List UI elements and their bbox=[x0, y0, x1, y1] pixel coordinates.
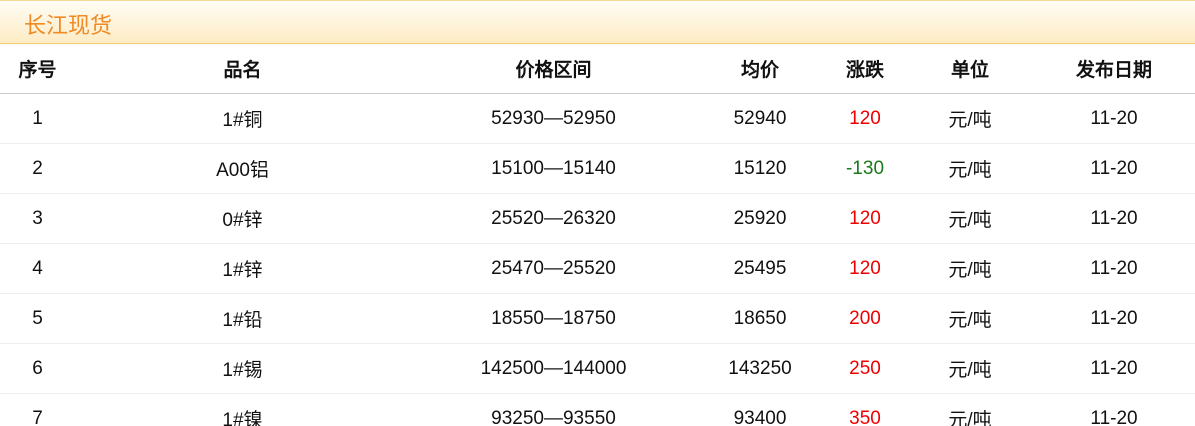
table-row: 5 1#铅 18550—18750 18650 200 元/吨 11-20 bbox=[0, 293, 1195, 344]
header-change: 涨跌 bbox=[823, 44, 907, 94]
cell-change: 120 bbox=[823, 93, 907, 144]
cell-range: 142500—144000 bbox=[410, 343, 697, 394]
cell-unit: 元/吨 bbox=[907, 393, 1033, 426]
table-row: 2 A00铝 15100—15140 15120 -130 元/吨 11-20 bbox=[0, 143, 1195, 194]
cell-avg: 18650 bbox=[697, 293, 823, 344]
cell-avg: 52940 bbox=[697, 93, 823, 144]
table-row: 3 0#锌 25520—26320 25920 120 元/吨 11-20 bbox=[0, 193, 1195, 244]
price-table: 序号 品名 价格区间 均价 涨跌 单位 发布日期 1 1#铜 52930—52950… bbox=[0, 44, 1195, 426]
header-no: 序号 bbox=[0, 44, 75, 94]
cell-range: 25520—26320 bbox=[410, 193, 697, 244]
cell-range: 15100—15140 bbox=[410, 143, 697, 194]
cell-unit: 元/吨 bbox=[907, 143, 1033, 194]
cell-date: 11-20 bbox=[1033, 143, 1195, 194]
header-date: 发布日期 bbox=[1033, 44, 1195, 94]
cell-change: 350 bbox=[823, 393, 907, 426]
cell-date: 11-20 bbox=[1033, 243, 1195, 294]
cell-change: -130 bbox=[823, 143, 907, 194]
header-row: 序号 品名 价格区间 均价 涨跌 单位 发布日期 bbox=[0, 44, 1195, 94]
cell-name: 1#锡 bbox=[75, 343, 410, 394]
cell-date: 11-20 bbox=[1033, 293, 1195, 344]
cell-change: 250 bbox=[823, 343, 907, 394]
cell-range: 52930—52950 bbox=[410, 93, 697, 144]
table-row: 7 1#镍 93250—93550 93400 350 元/吨 11-20 bbox=[0, 393, 1195, 426]
cell-name: 1#铅 bbox=[75, 293, 410, 344]
cell-avg: 143250 bbox=[697, 343, 823, 394]
panel-title: 长江现货 bbox=[24, 14, 113, 39]
table-row: 6 1#锡 142500—144000 143250 250 元/吨 11-20 bbox=[0, 343, 1195, 394]
header-name: 品名 bbox=[75, 44, 410, 94]
header-range: 价格区间 bbox=[410, 44, 697, 94]
header-unit: 单位 bbox=[907, 44, 1033, 94]
cell-date: 11-20 bbox=[1033, 393, 1195, 426]
title-bar: 长江现货 bbox=[0, 0, 1195, 44]
cell-avg: 15120 bbox=[697, 143, 823, 194]
cell-avg: 25920 bbox=[697, 193, 823, 244]
cell-name: 1#镍 bbox=[75, 393, 410, 426]
table-row: 1 1#铜 52930—52950 52940 120 元/吨 11-20 bbox=[0, 93, 1195, 144]
cell-unit: 元/吨 bbox=[907, 343, 1033, 394]
cell-change: 120 bbox=[823, 193, 907, 244]
cell-date: 11-20 bbox=[1033, 93, 1195, 144]
cell-no: 1 bbox=[0, 93, 75, 144]
cell-name: 0#锌 bbox=[75, 193, 410, 244]
cell-name: 1#铜 bbox=[75, 93, 410, 144]
cell-unit: 元/吨 bbox=[907, 293, 1033, 344]
cell-no: 3 bbox=[0, 193, 75, 244]
cell-range: 18550—18750 bbox=[410, 293, 697, 344]
cell-date: 11-20 bbox=[1033, 193, 1195, 244]
cell-name: 1#锌 bbox=[75, 243, 410, 294]
cell-change: 200 bbox=[823, 293, 907, 344]
cell-unit: 元/吨 bbox=[907, 243, 1033, 294]
cell-unit: 元/吨 bbox=[907, 93, 1033, 144]
cell-range: 93250—93550 bbox=[410, 393, 697, 426]
cell-name: A00铝 bbox=[75, 143, 410, 194]
cell-no: 7 bbox=[0, 393, 75, 426]
cell-no: 4 bbox=[0, 243, 75, 294]
cell-no: 6 bbox=[0, 343, 75, 394]
table-row: 4 1#锌 25470—25520 25495 120 元/吨 11-20 bbox=[0, 243, 1195, 294]
cell-avg: 25495 bbox=[697, 243, 823, 294]
cell-no: 5 bbox=[0, 293, 75, 344]
cell-range: 25470—25520 bbox=[410, 243, 697, 294]
header-avg: 均价 bbox=[697, 44, 823, 94]
cell-unit: 元/吨 bbox=[907, 193, 1033, 244]
cell-avg: 93400 bbox=[697, 393, 823, 426]
cell-change: 120 bbox=[823, 243, 907, 294]
cell-no: 2 bbox=[0, 143, 75, 194]
cell-date: 11-20 bbox=[1033, 343, 1195, 394]
